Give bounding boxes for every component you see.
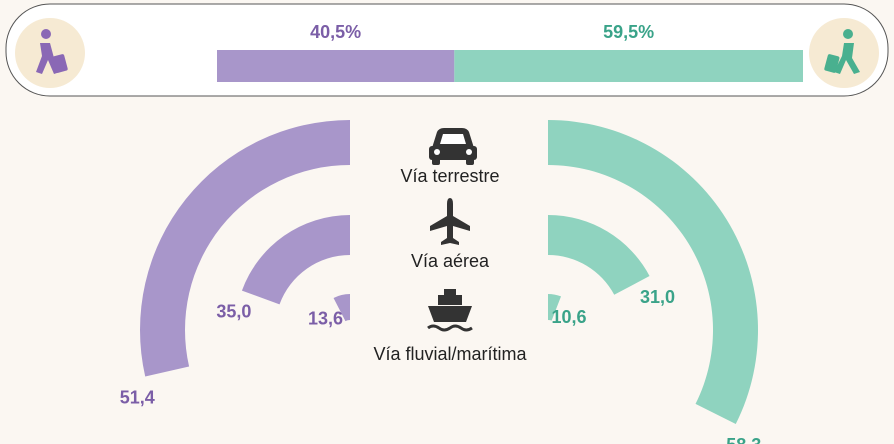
traveler-icon-right xyxy=(809,18,879,88)
radial-bar xyxy=(139,120,350,377)
radial-bar xyxy=(548,120,759,425)
mode-label: Vía fluvial/marítima xyxy=(373,344,527,364)
car-icon xyxy=(429,128,477,165)
ship-icon xyxy=(427,289,473,332)
split-label: 40,5% xyxy=(310,22,361,42)
value-label: 35,0 xyxy=(216,301,251,321)
value-label: 31,0 xyxy=(640,287,675,307)
radial-bar xyxy=(548,215,650,295)
value-label: 58,3 xyxy=(726,435,761,444)
split-bar xyxy=(217,50,455,82)
value-label: 10,6 xyxy=(551,307,586,327)
radial-bar xyxy=(241,215,350,305)
plane-icon xyxy=(430,198,470,245)
mode-label: Vía aérea xyxy=(411,251,490,271)
split-label: 59,5% xyxy=(603,22,654,42)
mode-label: Vía terrestre xyxy=(400,166,499,186)
value-label: 13,6 xyxy=(308,309,343,329)
split-bar xyxy=(454,50,803,82)
radial-bar xyxy=(548,294,562,321)
traveler-icon-left xyxy=(15,18,85,88)
radial-bar xyxy=(333,294,350,322)
value-label: 51,4 xyxy=(120,387,155,407)
